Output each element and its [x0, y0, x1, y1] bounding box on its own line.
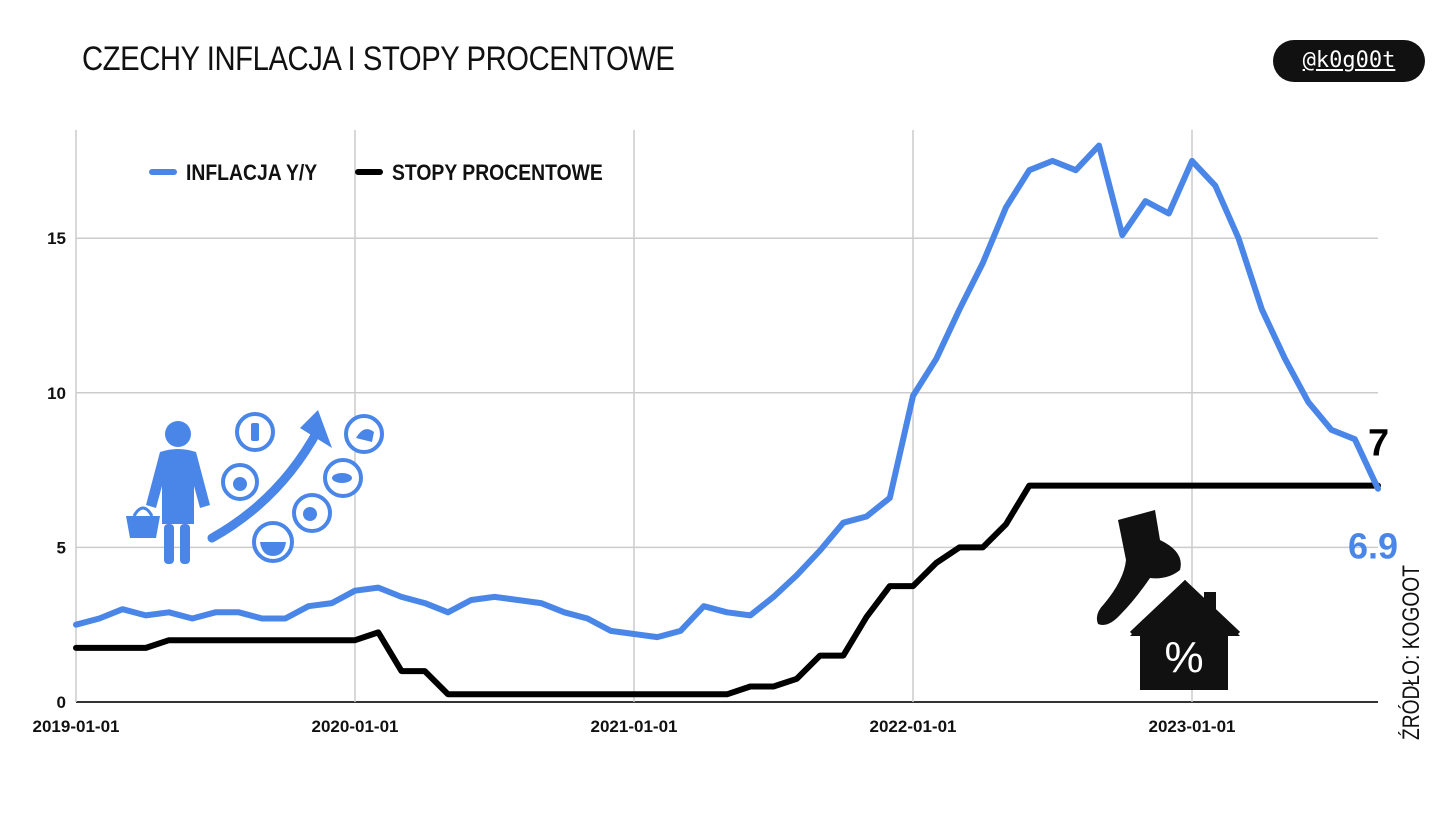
x-tick-label: 2022-01-01 [870, 717, 957, 736]
x-tick-label: 2023-01-01 [1149, 717, 1236, 736]
inflation-end-label: 6.9 [1348, 526, 1398, 567]
author-handle-text[interactable]: @k0g00t [1302, 48, 1396, 73]
series-line-inflation [73, 142, 1381, 641]
author-handle-badge[interactable]: @k0g00t [1273, 40, 1425, 82]
series-line-interest-rates [73, 482, 1381, 698]
y-axis-ticks: 0 5 10 15 [47, 229, 66, 712]
foot-icon [1096, 510, 1181, 625]
legend-label: STOPY PROCENTOWE [392, 161, 603, 185]
y-tick-label: 5 [57, 538, 66, 557]
rising-food-prices-icon [207, 410, 384, 563]
legend: INFLACJA Y/Y STOPY PROCENTOWE [149, 161, 603, 185]
legend-label: INFLACJA Y/Y [186, 161, 317, 185]
x-axis-ticks: 2019-01-01 2020-01-01 2021-01-01 2022-01-01… [33, 717, 1236, 736]
series-end-labels: 76.9 [1348, 423, 1398, 567]
x-tick-label: 2020-01-01 [312, 717, 399, 736]
y-tick-label: 10 [47, 384, 66, 403]
y-tick-label: 0 [57, 693, 66, 712]
series-lines [73, 142, 1381, 698]
house-percent-icon: % [1129, 579, 1241, 690]
interest-rate-end-label: 7 [1368, 423, 1389, 465]
shopper-with-basket-icon [126, 421, 210, 564]
chart-title: CZECHY INFLACJA I STOPY PROCENTOWE [82, 40, 675, 78]
svg-text:%: % [1164, 633, 1203, 682]
x-tick-label: 2019-01-01 [33, 717, 120, 736]
y-tick-label: 15 [47, 229, 66, 248]
x-tick-label: 2021-01-01 [591, 717, 678, 736]
